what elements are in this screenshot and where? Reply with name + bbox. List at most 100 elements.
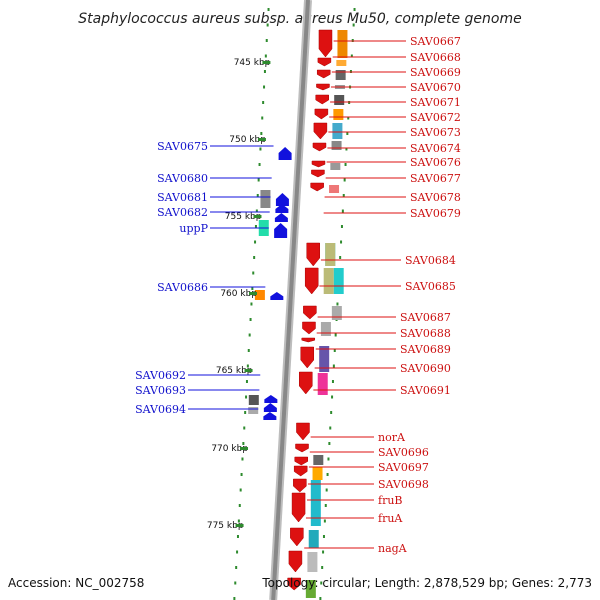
- gene-label-SAV0679: SAV0679: [410, 207, 461, 220]
- cog-box: [332, 123, 343, 139]
- tick-mark: [342, 194, 345, 197]
- cog-box-reverse: [248, 407, 259, 414]
- gene-label-SAV0673: SAV0673: [410, 126, 461, 139]
- gene-arrow-forward: [301, 337, 316, 343]
- gene-label-SAV0698: SAV0698: [378, 478, 429, 491]
- gene-arrow-forward: [312, 142, 327, 152]
- cog-box: [333, 268, 344, 294]
- tick-mark: [258, 163, 261, 166]
- tick-mark: [263, 70, 266, 73]
- gene-label-SAV0671: SAV0671: [410, 96, 461, 109]
- cog-box-reverse: [254, 290, 265, 300]
- gene-arrow-forward: [287, 577, 301, 591]
- gene-label-SAV0685: SAV0685: [405, 280, 456, 293]
- gene-label-norA: norA: [378, 431, 406, 444]
- gene-label-fruA: fruA: [378, 512, 403, 525]
- tick-mark: [324, 504, 327, 507]
- cog-box: [305, 580, 316, 598]
- gene-arrow-forward: [303, 305, 317, 320]
- cog-box: [330, 163, 341, 170]
- gene-label-SAV0682: SAV0682: [157, 206, 208, 219]
- tick-mark: [254, 240, 257, 244]
- gene-label-SAV0678: SAV0678: [410, 191, 461, 204]
- gene-arrow-forward: [293, 478, 307, 493]
- tick-mark: [246, 364, 249, 368]
- tick-mark: [243, 426, 246, 430]
- tick-mark: [236, 550, 239, 554]
- tick-mark: [346, 132, 349, 135]
- tick-mark: [320, 581, 323, 585]
- scale-tick: [253, 215, 262, 218]
- gene-arrow-forward: [288, 550, 303, 573]
- gene-label-SAV0689: SAV0689: [400, 343, 451, 356]
- gene-label-SAV0667: SAV0667: [410, 35, 461, 48]
- tick-mark: [341, 209, 344, 213]
- gene-label-SAV0669: SAV0669: [410, 66, 461, 79]
- tick-mark: [257, 178, 260, 182]
- tick-mark: [233, 597, 236, 600]
- gene-arrow-forward: [315, 94, 329, 105]
- tick-mark: [239, 488, 242, 492]
- tick-mark: [259, 147, 262, 151]
- scale-tick: [257, 138, 266, 141]
- tick-mark: [245, 380, 248, 383]
- gene-arrow-forward: [316, 69, 331, 79]
- gene-label-SAV0681: SAV0681: [157, 191, 208, 204]
- cog-box: [308, 530, 319, 548]
- tick-mark: [262, 101, 265, 104]
- tick-mark: [323, 519, 326, 523]
- gene-label-SAV0676: SAV0676: [410, 156, 461, 169]
- scale-tick: [244, 369, 253, 372]
- cog-box: [310, 480, 321, 526]
- tick-mark: [236, 535, 239, 538]
- gene-arrow-forward: [291, 492, 306, 523]
- tick-mark: [353, 8, 356, 11]
- cog-box: [325, 243, 336, 266]
- gene-label-SAV0688: SAV0688: [400, 327, 451, 340]
- cog-box: [307, 552, 318, 572]
- tick-mark: [249, 318, 252, 321]
- tick-mark: [334, 333, 337, 337]
- tick-mark: [234, 581, 237, 585]
- tick-mark: [260, 132, 263, 135]
- gene-arrow-forward: [299, 371, 313, 395]
- gene-label-SAV0691: SAV0691: [400, 384, 451, 397]
- tick-mark: [267, 8, 270, 11]
- tick-mark: [336, 302, 339, 306]
- scale-label: 770 kbp: [211, 444, 248, 454]
- scale-label: 765 kbp: [216, 366, 253, 376]
- scale-label: 775 kbp: [207, 521, 244, 531]
- tick-mark: [265, 39, 268, 42]
- gene-label-uppP: uppP: [179, 222, 208, 235]
- cog-box-reverse: [260, 190, 271, 208]
- gene-arrow-forward: [311, 169, 325, 178]
- gene-arrow-forward: [304, 267, 319, 295]
- cog-box: [313, 455, 324, 465]
- gene-arrow-reverse: [274, 213, 288, 222]
- gene-arrow-forward: [314, 108, 329, 120]
- cog-box: [337, 30, 348, 58]
- tick-mark: [247, 349, 250, 352]
- tick-mark: [261, 116, 264, 120]
- tick-mark: [319, 597, 322, 600]
- tick-mark: [322, 535, 325, 538]
- tick-mark: [352, 23, 355, 27]
- tick-mark: [345, 147, 348, 151]
- gene-label-SAV0687: SAV0687: [400, 311, 451, 324]
- cog-box: [335, 70, 346, 80]
- gene-label-SAV0680: SAV0680: [157, 172, 208, 185]
- tick-mark: [254, 225, 257, 228]
- tick-mark: [256, 194, 259, 197]
- gene-arrow-reverse: [263, 403, 277, 412]
- gene-arrow-reverse: [275, 193, 289, 206]
- tick-mark: [238, 504, 241, 507]
- scale-tick: [249, 292, 258, 295]
- tick-mark: [240, 473, 243, 476]
- gene-arrow-forward: [290, 527, 304, 547]
- cog-box-reverse: [248, 395, 259, 405]
- gene-arrow-forward: [294, 456, 309, 466]
- gene-arrow-reverse: [270, 292, 284, 300]
- cog-box: [312, 467, 323, 480]
- tick-mark: [329, 426, 332, 430]
